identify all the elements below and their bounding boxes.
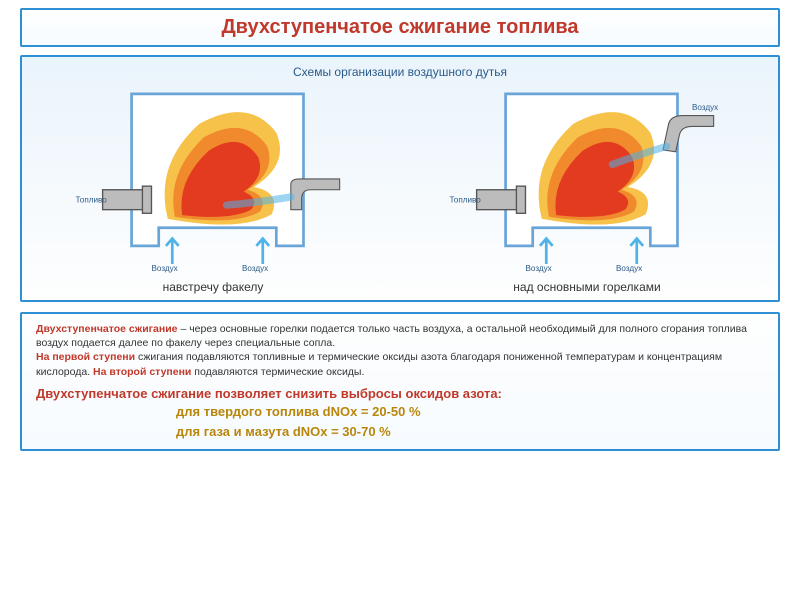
air-arrow-icon <box>540 239 643 264</box>
page-title: Двухступенчатое сжигание топлива <box>34 16 766 39</box>
chamber-right: Топливо Воздух Воздух Воздух над основны… <box>410 83 764 294</box>
air-label-r: Воздух <box>242 264 268 273</box>
stage2-text: подавляются термические оксиды. <box>191 366 364 378</box>
air-arrow-icon <box>166 239 269 264</box>
term-stage2: На второй ступени <box>93 366 191 378</box>
air-label-top: Воздух <box>692 103 718 112</box>
reduction-solid: для твердого топлива dNOx = 20-50 % <box>176 402 764 422</box>
diagram-panel: Схемы организации воздушного дутья <box>20 55 780 302</box>
reduction-gas: для газа и мазута dNOx = 30-70 % <box>176 422 764 442</box>
desc-line2: На первой ступени сжигания подавляются т… <box>36 350 764 378</box>
burner-flange <box>142 186 151 213</box>
term-two-stage: Двухступенчатое сжигание <box>36 323 178 335</box>
description-panel: Двухступенчатое сжигание – через основны… <box>20 312 780 451</box>
burner-flange <box>516 186 525 213</box>
reduction-headline: Двухступенчатое сжигание позволяет снизи… <box>36 385 764 403</box>
chamber-left: Топливо Воздух Воздух навстречу факелу <box>36 83 390 294</box>
air-label-r: Воздух <box>616 264 642 273</box>
title-bar: Двухступенчатое сжигание топлива <box>20 8 780 47</box>
burner-pipe <box>103 190 148 210</box>
term-stage1: На первой ступени <box>36 351 135 363</box>
air-label-l: Воздух <box>525 264 551 273</box>
diagram-subtitle: Схемы организации воздушного дутья <box>36 65 764 79</box>
fuel-label: Топливо <box>449 195 481 204</box>
air-label-l: Воздух <box>151 264 177 273</box>
slide: Двухступенчатое сжигание топлива Схемы о… <box>0 0 800 600</box>
chamber-right-svg: Топливо Воздух Воздух Воздух <box>410 83 764 273</box>
chamber-left-svg: Топливо Воздух Воздух <box>36 83 390 273</box>
caption-left: навстречу факелу <box>36 280 390 294</box>
air-duct-right <box>291 179 340 210</box>
burner-pipe <box>477 190 522 210</box>
diagram-row: Топливо Воздух Воздух навстречу факелу <box>36 83 764 294</box>
air-duct-top <box>663 116 714 152</box>
desc-line1: Двухступенчатое сжигание – через основны… <box>36 322 764 350</box>
fuel-label: Топливо <box>75 195 107 204</box>
caption-right: над основными горелками <box>410 280 764 294</box>
